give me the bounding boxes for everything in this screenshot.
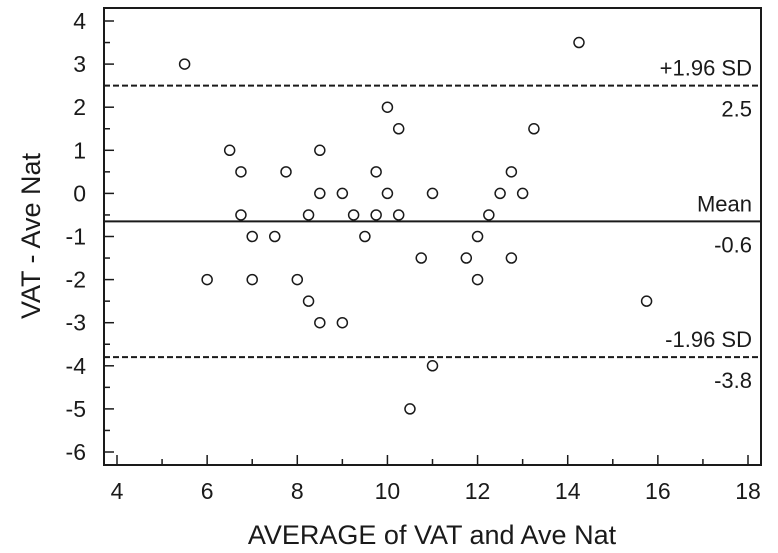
data-point xyxy=(314,144,326,157)
data-point xyxy=(505,252,518,264)
reference-line-value: -0.6 xyxy=(714,232,752,257)
data-point xyxy=(640,295,653,307)
data-point xyxy=(314,187,326,200)
y-axis-ticks: -6 -5 -4 -3 -2 -1 0 1 2 3 4 xyxy=(66,8,114,465)
data-point xyxy=(235,209,247,221)
data-point xyxy=(336,187,349,200)
data-point xyxy=(392,123,405,135)
data-point xyxy=(336,316,349,329)
x-tick-label: 16 xyxy=(645,478,671,504)
data-point xyxy=(370,166,382,178)
data-point xyxy=(223,144,236,157)
data-point xyxy=(483,209,495,221)
data-point xyxy=(426,360,439,372)
y-tick-label: 1 xyxy=(73,137,86,163)
x-tick-label: 10 xyxy=(375,478,401,504)
reference-line-name: +1.96 SD xyxy=(660,56,752,81)
y-tick-label: -1 xyxy=(66,224,86,250)
data-point xyxy=(302,295,315,307)
reference-lines: +1.96 SD 2.5 Mean -0.6 -1.96 SD -3.8 xyxy=(104,56,761,393)
data-point xyxy=(280,166,292,178)
data-point xyxy=(302,209,315,221)
data-point xyxy=(471,273,484,286)
data-point xyxy=(516,187,529,200)
x-tick-label: 6 xyxy=(201,478,214,504)
y-tick-label: -4 xyxy=(66,353,87,379)
data-point xyxy=(415,252,427,264)
y-tick-label: -3 xyxy=(66,310,86,336)
x-tick-label: 4 xyxy=(111,478,124,504)
data-point xyxy=(426,187,439,200)
x-tick-label: 14 xyxy=(555,478,581,504)
data-point xyxy=(494,187,506,200)
reference-line-value: -3.8 xyxy=(714,368,752,393)
data-point xyxy=(314,316,326,329)
data-point xyxy=(291,273,304,286)
y-tick-label: 4 xyxy=(73,8,86,34)
data-point xyxy=(381,101,394,113)
data-point xyxy=(269,230,281,243)
data-point xyxy=(246,273,258,286)
data-point xyxy=(528,123,540,135)
data-point xyxy=(404,403,416,415)
y-tick-label: 0 xyxy=(73,180,86,206)
data-point xyxy=(246,230,258,243)
data-point xyxy=(359,230,371,243)
data-point xyxy=(370,209,382,221)
y-tick-label: 2 xyxy=(73,94,86,120)
y-tick-label: -6 xyxy=(66,439,86,465)
data-point xyxy=(392,209,405,221)
data-point xyxy=(471,230,484,243)
data-point xyxy=(235,166,247,178)
y-tick-label: -2 xyxy=(66,267,86,293)
reference-line-value: 2.5 xyxy=(721,97,752,122)
data-point xyxy=(460,252,473,264)
x-tick-label: 12 xyxy=(465,478,491,504)
data-point xyxy=(201,273,213,286)
data-point xyxy=(178,58,191,70)
reference-line-name: Mean xyxy=(697,191,752,216)
x-tick-label: 18 xyxy=(735,478,761,504)
data-point xyxy=(381,187,394,200)
data-point xyxy=(505,166,518,178)
y-tick-label: 3 xyxy=(73,51,86,77)
x-axis-title: AVERAGE of VAT and Ave Nat xyxy=(248,520,617,550)
data-point xyxy=(347,209,360,221)
reference-line-name: -1.96 SD xyxy=(665,327,752,352)
x-tick-label: 8 xyxy=(291,478,304,504)
y-axis-title: VAT - Ave Nat xyxy=(16,152,46,319)
data-points xyxy=(178,36,653,415)
data-point xyxy=(573,36,585,49)
y-tick-label: -5 xyxy=(66,396,86,422)
x-axis-ticks: 4 6 8 10 12 14 16 18 xyxy=(111,455,761,504)
